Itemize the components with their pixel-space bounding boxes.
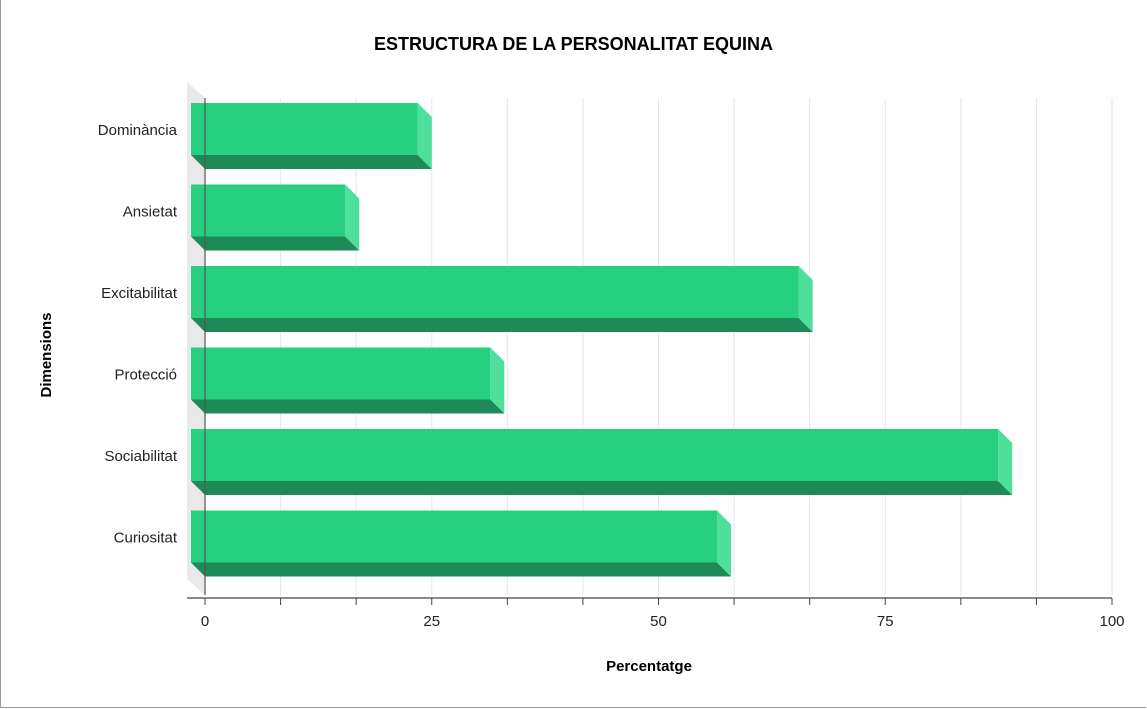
bar-side-face: [717, 510, 732, 577]
bar-side-face: [417, 103, 432, 169]
bar: [191, 429, 1013, 495]
bar-side-face: [490, 347, 505, 414]
bar-bottom-face: [191, 481, 1013, 495]
bars: [191, 103, 1013, 577]
y-tick-label: Excitabilitat: [101, 285, 178, 302]
y-axis-title: Dimensions: [38, 312, 55, 397]
bar-bottom-face: [191, 236, 360, 251]
x-tick-label: 75: [877, 613, 894, 630]
bar-front-face: [191, 184, 346, 237]
x-tick-label: 0: [201, 613, 209, 630]
bar: [191, 510, 732, 577]
axes: 0 25 50 75 100 Dominància Ansietat Excitabilita…: [98, 98, 1125, 630]
x-axis-title: Percentatge: [606, 658, 692, 675]
bar-front-face: [191, 429, 999, 481]
x-tick-label: 25: [423, 613, 440, 630]
bar-bottom-face: [191, 562, 732, 577]
bar-bottom-face: [191, 318, 813, 332]
bar-side-face: [998, 429, 1013, 495]
bar: [191, 266, 813, 332]
bar-bottom-face: [191, 399, 505, 414]
y-tick-label: Protecció: [114, 367, 177, 384]
bar-side-face: [345, 184, 360, 251]
chart-title: ESTRUCTURA DE LA PERSONALITAT EQUINA: [374, 34, 773, 54]
bar-front-face: [191, 103, 418, 155]
bar-front-face: [191, 347, 491, 400]
bar-side-face: [798, 266, 813, 332]
bar-front-face: [191, 266, 799, 318]
y-tick-label: Sociabilitat: [104, 448, 177, 465]
x-tick-label: 100: [1099, 613, 1124, 630]
x-tick-label: 50: [650, 613, 667, 630]
bar: [191, 347, 505, 414]
y-tick-label: Ansietat: [123, 204, 178, 221]
bar-front-face: [191, 510, 718, 563]
bar-bottom-face: [191, 155, 432, 169]
y-tick-label: Curiositat: [114, 530, 178, 547]
y-tick-label: Dominància: [98, 122, 178, 139]
bar: [191, 184, 360, 251]
bar: [191, 103, 432, 169]
